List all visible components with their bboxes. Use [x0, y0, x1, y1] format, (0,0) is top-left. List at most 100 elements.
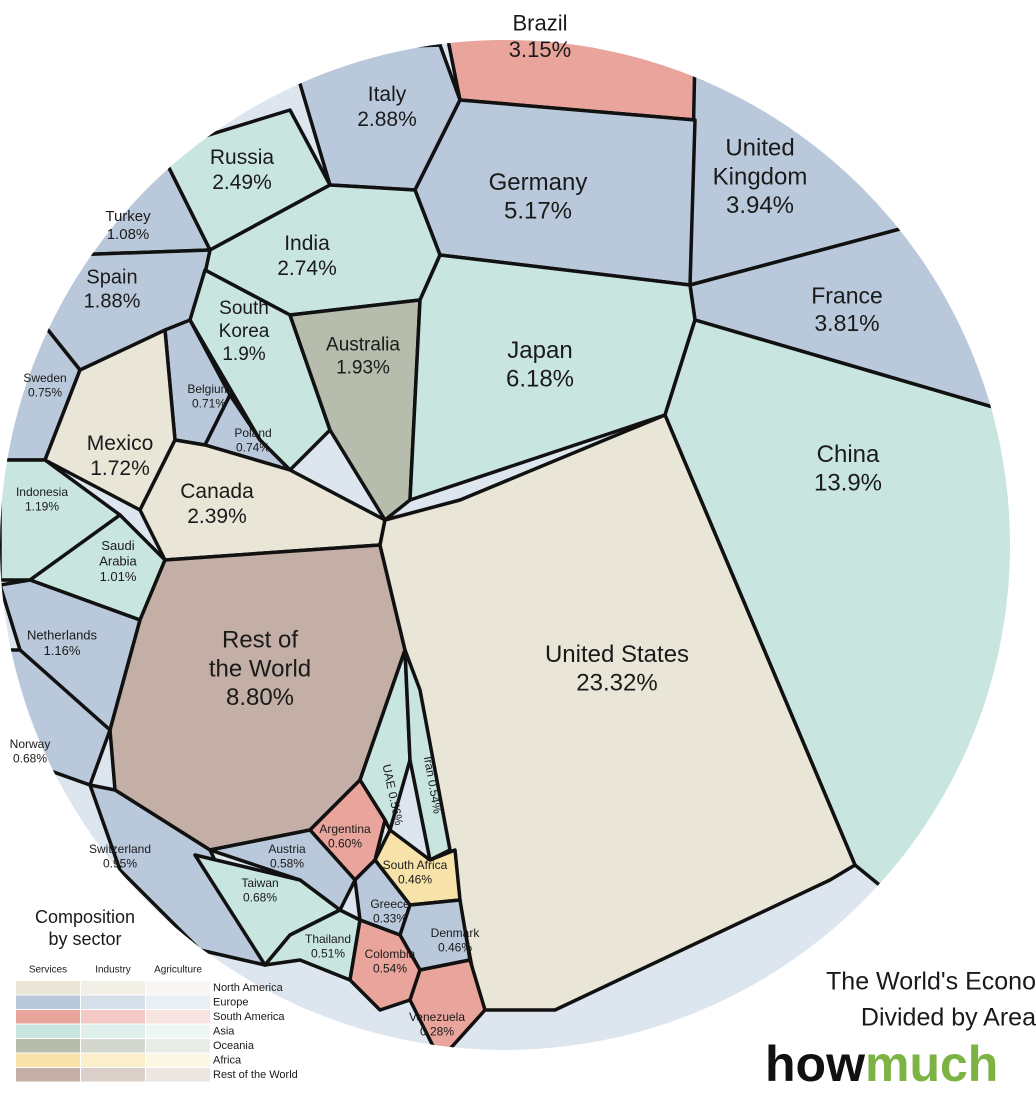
country-cell — [288, 298, 422, 522]
share-label: 1.19% — [25, 499, 59, 513]
country-label: United States — [545, 641, 689, 668]
share-label: 0.68% — [13, 751, 47, 765]
legend-swatch — [146, 995, 210, 1009]
legend-swatch — [16, 1068, 80, 1082]
share-label: 1.16% — [44, 643, 81, 658]
country-label: China — [817, 441, 880, 468]
share-label: 0.60% — [328, 836, 362, 850]
country-label: Rest of — [222, 627, 298, 654]
country-label: Turkey — [105, 208, 151, 225]
share-label: 0.46% — [398, 872, 432, 886]
country-label: Australia — [326, 335, 400, 356]
country-label: Thailand — [305, 932, 351, 946]
share-label: 1.9% — [222, 344, 265, 365]
cells — [0, 40, 1010, 1050]
legend-row: Africa — [213, 1054, 242, 1066]
legend-swatch — [81, 1010, 145, 1024]
country-label: Denmark — [431, 926, 481, 940]
share-label: 0.75% — [28, 385, 62, 399]
country-label: Argentina — [319, 822, 371, 836]
share-label: 23.32% — [576, 670, 657, 697]
share-label: 8.80% — [226, 684, 294, 711]
share-label: 1.08% — [107, 226, 150, 243]
country-label: Spain — [86, 266, 137, 288]
share-label: 0.33% — [373, 911, 407, 925]
country-label: Canada — [180, 480, 254, 503]
legend-row: Oceania — [213, 1040, 255, 1052]
country-label: Japan — [507, 337, 572, 364]
country-label: Indonesia — [16, 485, 68, 499]
legend-swatch — [146, 1024, 210, 1038]
brand-part: much — [865, 1036, 998, 1092]
share-label: 2.88% — [357, 108, 417, 131]
share-label: 0.54% — [373, 961, 407, 975]
legend-swatch — [16, 995, 80, 1009]
country-label: Kingdom — [713, 163, 808, 190]
legend-swatch — [81, 1053, 145, 1067]
country-label: Sweden — [23, 371, 66, 385]
country-label: Norway — [10, 737, 51, 751]
legend-row: Rest of the World — [213, 1069, 298, 1081]
legend-column: Services — [29, 965, 67, 976]
country-label: Korea — [219, 321, 270, 342]
country-label: France — [811, 282, 883, 308]
brand-part: how — [765, 1036, 865, 1092]
share-label: 3.15% — [509, 37, 571, 62]
share-label: 3.94% — [726, 192, 794, 219]
legend-swatch — [16, 1024, 80, 1038]
country-label: Venezuela — [409, 1010, 465, 1024]
country-label: Russia — [210, 146, 275, 169]
legend-swatch — [81, 1039, 145, 1053]
legend-swatch — [16, 1010, 80, 1024]
country-label: Brazil — [512, 11, 567, 36]
share-label: 0.58% — [270, 856, 304, 870]
legend-swatch — [146, 1010, 210, 1024]
legend-swatch — [81, 981, 145, 995]
legend-swatch — [81, 995, 145, 1009]
share-label: 1.93% — [336, 357, 390, 378]
country-label: Poland — [234, 426, 271, 440]
share-label: 1.88% — [84, 290, 141, 312]
country-label: Mexico — [87, 432, 154, 455]
country-label: Saudi — [101, 538, 134, 553]
legend-title: by sector — [48, 929, 121, 949]
caption-line: Divided by Area — [861, 1004, 1036, 1032]
country-label: Greece — [370, 897, 410, 911]
country-label: South Africa — [383, 858, 448, 872]
country-label: United — [725, 135, 794, 162]
legend-swatch — [81, 1024, 145, 1038]
legend-row: South America — [213, 1011, 285, 1023]
share-label: 6.18% — [506, 366, 574, 393]
legend-row: Asia — [213, 1025, 235, 1037]
share-label: 13.9% — [814, 470, 882, 497]
legend-swatch — [146, 981, 210, 995]
caption-line: The World's Econo — [826, 968, 1036, 996]
legend-title: Composition — [35, 907, 135, 927]
country-label: Austria — [268, 842, 306, 856]
country-label: Colombia — [365, 947, 416, 961]
legend-swatch — [146, 1039, 210, 1053]
country-label: Switzerland — [89, 842, 151, 856]
legend-swatch — [146, 1053, 210, 1067]
share-label: 5.17% — [504, 198, 572, 225]
country-label: India — [284, 232, 330, 255]
country-label: Belgium — [187, 382, 230, 396]
country-label: Taiwan — [241, 876, 278, 890]
legend-row: North America — [213, 982, 284, 994]
share-label: 0.68% — [243, 890, 277, 904]
country-label: the World — [209, 655, 311, 682]
country-label: South — [219, 298, 269, 319]
country-label: Arabia — [99, 553, 137, 568]
country-label: Germany — [489, 169, 588, 196]
share-label: 0.71% — [192, 396, 226, 410]
share-label: 2.49% — [212, 171, 272, 194]
share-label: 0.95% — [103, 856, 137, 870]
share-label: 1.01% — [100, 569, 137, 584]
country-label: Netherlands — [27, 628, 98, 643]
share-label: 2.74% — [277, 257, 337, 280]
share-label: 0.51% — [311, 946, 345, 960]
